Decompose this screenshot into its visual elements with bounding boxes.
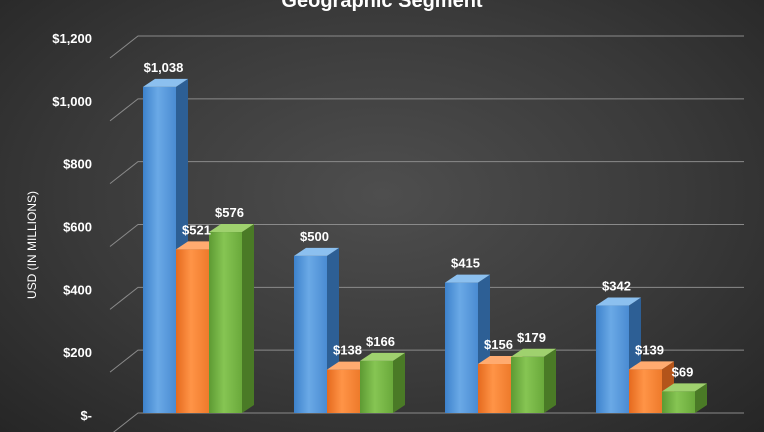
bar-green-2 [360, 352, 405, 413]
y-tick-label: $600 [63, 220, 92, 235]
y-tick-label: $200 [63, 345, 92, 360]
bar-front [209, 232, 242, 413]
bar-front [143, 86, 176, 414]
gridline [109, 161, 744, 185]
bar-top [445, 274, 490, 283]
bar-green-3 [511, 348, 556, 413]
data-label: $179 [517, 330, 546, 345]
chart-title: Geographic Segment [281, 0, 482, 12]
y-tick-labels: $- $200 $400 $600 $800 $1,000 $1,200 [52, 31, 92, 423]
bar-side [242, 224, 254, 413]
bar-front [511, 356, 544, 413]
bar-front [327, 369, 360, 413]
data-labels: $1,038 $521 $576 $500 $138 $166 $415 $156 $179 $3… [144, 60, 694, 379]
bar-front [596, 305, 629, 413]
y-tick-label: $400 [63, 282, 92, 297]
bar-top [294, 247, 339, 256]
data-label: $139 [635, 342, 664, 357]
bar-front [445, 282, 478, 413]
y-tick-label: $- [80, 408, 92, 423]
gridline [109, 286, 744, 310]
bar-front [360, 360, 393, 413]
gridline [113, 412, 744, 432]
data-label: $166 [366, 334, 395, 349]
bar-top [596, 297, 641, 306]
data-label: $415 [451, 256, 480, 271]
bar-side [393, 352, 405, 413]
bar-green-1 [209, 224, 254, 413]
bar-side [695, 383, 707, 413]
bar-top [360, 352, 405, 361]
data-label: $342 [602, 279, 631, 294]
y-axis-title: USD (IN MILLIONS) [25, 191, 39, 299]
bar-top [209, 224, 254, 233]
bar-front [176, 249, 209, 413]
data-label: $69 [672, 364, 694, 379]
bar-green-4 [662, 383, 707, 413]
bar-front [478, 363, 511, 413]
grid-layer [109, 35, 744, 432]
y-tick-label: $800 [63, 157, 92, 172]
data-label: $576 [215, 205, 244, 220]
data-label: $156 [484, 337, 513, 352]
bar-top [143, 78, 188, 87]
gridline [109, 35, 744, 59]
data-label: $138 [333, 343, 362, 358]
bar-blue-4 [596, 297, 641, 413]
data-label: $1,038 [144, 60, 184, 75]
bar-top [511, 348, 556, 357]
bar-front [294, 255, 327, 413]
bar-top [662, 383, 707, 392]
data-label: $521 [182, 222, 211, 237]
y-tick-label: $1,200 [52, 31, 92, 46]
y-tick-label: $1,000 [52, 94, 92, 109]
bar-side [544, 348, 556, 413]
data-label: $500 [300, 229, 329, 244]
bar-top [629, 361, 674, 370]
bar-layer [143, 78, 707, 414]
gridline [109, 98, 744, 122]
bar-front [662, 391, 695, 413]
bar-front [629, 369, 662, 413]
gridline [109, 224, 744, 247]
